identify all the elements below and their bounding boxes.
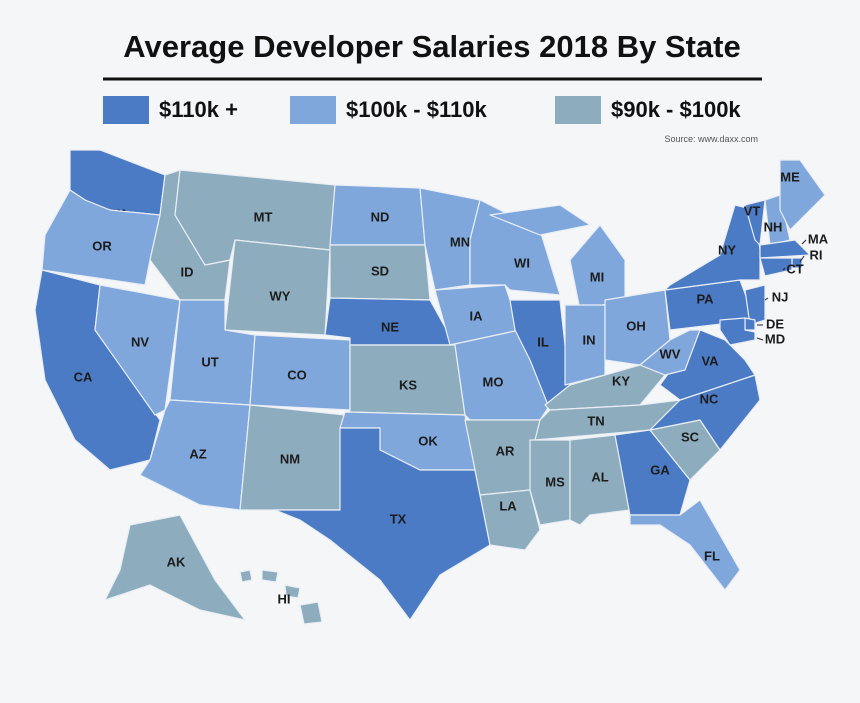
state: [529, 439, 571, 526]
state-label: OK: [418, 433, 438, 448]
legend-label: $100k - $110k: [346, 97, 487, 122]
state-label: UT: [201, 354, 218, 369]
state: [744, 284, 766, 326]
state-label: MI: [590, 269, 604, 284]
state-label: LA: [499, 498, 517, 513]
state-label: RI: [810, 247, 823, 262]
state: [104, 514, 246, 621]
state-label: VT: [744, 203, 761, 218]
state-label: DE: [766, 316, 784, 331]
state-label: NH: [764, 219, 783, 234]
leader-line: [782, 267, 786, 271]
state: [469, 199, 561, 296]
state: [764, 194, 791, 246]
state-label: IN: [583, 332, 596, 347]
state-label: AK: [167, 554, 186, 569]
state-label: MA: [808, 231, 829, 246]
state-label: IA: [470, 308, 484, 323]
state: [744, 317, 756, 331]
state-label: AL: [591, 469, 608, 484]
state-label: NM: [280, 451, 300, 466]
state-label: GA: [650, 462, 670, 477]
state-label: OH: [626, 318, 646, 333]
state-label: KY: [612, 373, 630, 388]
state-label: OR: [92, 238, 112, 253]
leader-line: [756, 337, 764, 341]
state-label: IL: [537, 334, 549, 349]
source: Source: www.daxx.com: [664, 134, 758, 144]
state: [759, 239, 811, 259]
state-label: NV: [131, 334, 149, 349]
legend: $110k + $100k - $110k $90k - $100k: [103, 96, 741, 124]
leader-line: [764, 297, 769, 301]
state-label: TN: [587, 413, 604, 428]
state-label: CT: [786, 261, 803, 276]
state: [489, 204, 626, 311]
state: [614, 429, 691, 516]
state-label: NC: [700, 391, 719, 406]
legend-swatch: [555, 96, 601, 124]
legend-label: $110k +: [159, 97, 238, 122]
state-label: WI: [514, 255, 530, 270]
state: [629, 499, 741, 591]
us-map: WAORCANVIDMTWYUTCOAZNMNDSDNEKSOKTXMNIAMO…: [34, 149, 829, 625]
state-label: PA: [696, 291, 714, 306]
state-label: MO: [483, 374, 504, 389]
state-label: WV: [660, 346, 681, 361]
state-label: MT: [254, 209, 273, 224]
state-label: ID: [181, 264, 194, 279]
state-label: AR: [496, 443, 515, 458]
state: [94, 284, 181, 416]
state: [759, 257, 793, 277]
state-label: NY: [718, 242, 736, 257]
state: [479, 489, 541, 551]
state-label: CA: [74, 369, 93, 384]
state: [779, 159, 826, 231]
state-label: FL: [704, 548, 720, 563]
state-label: NJ: [772, 289, 789, 304]
state: [239, 569, 323, 625]
state-label: KS: [399, 377, 417, 392]
state-label: HI: [278, 591, 291, 606]
state-label: TX: [390, 511, 407, 526]
state-label: ND: [371, 209, 390, 224]
state-label: SC: [681, 429, 700, 444]
title: Average Developer Salaries 2018 By State: [123, 29, 741, 64]
state-label: AZ: [189, 446, 206, 461]
leader-line: [799, 255, 805, 263]
legend-swatch: [103, 96, 149, 124]
state: [719, 317, 756, 346]
state-label: MN: [450, 234, 470, 249]
state-label: VA: [701, 353, 719, 368]
state-label: SD: [371, 263, 389, 278]
legend-label: $90k - $100k: [611, 97, 741, 122]
leader-line: [801, 239, 807, 245]
legend-swatch: [290, 96, 336, 124]
state-label: ME: [780, 169, 800, 184]
state: [274, 427, 491, 621]
state-label: NE: [381, 319, 399, 334]
state: [639, 329, 701, 376]
state-label: WY: [270, 288, 291, 303]
state-label: MS: [545, 474, 565, 489]
state-label: MD: [765, 331, 785, 346]
state-label: CO: [287, 367, 307, 382]
